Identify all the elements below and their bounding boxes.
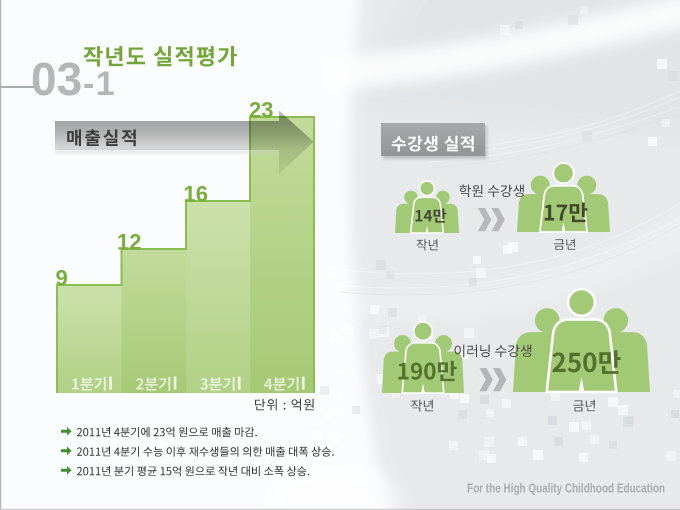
- svg-text:12: 12: [117, 230, 141, 255]
- svg-text:9: 9: [56, 266, 68, 291]
- svg-text:23: 23: [249, 98, 273, 123]
- svg-text:-1: -1: [83, 65, 116, 103]
- svg-text:03: 03: [31, 53, 82, 105]
- svg-text:For the High Quality Childhood: For the High Quality Childhood Education: [467, 482, 665, 496]
- svg-text:16: 16: [184, 182, 208, 207]
